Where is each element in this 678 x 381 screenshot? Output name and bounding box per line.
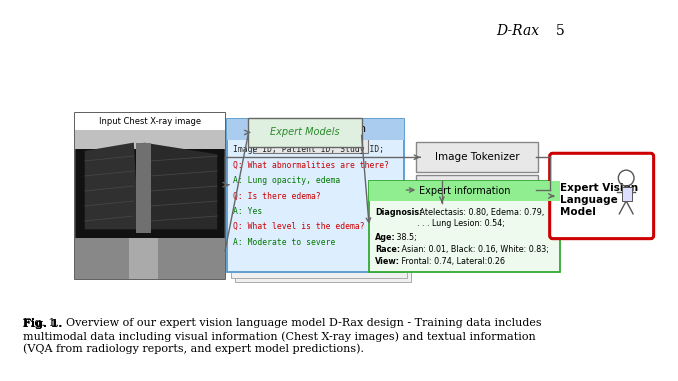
Text: Image Tokenizer: Image Tokenizer <box>435 152 519 162</box>
FancyBboxPatch shape <box>416 142 538 172</box>
Text: A: Moderate to severe: A: Moderate to severe <box>233 238 335 247</box>
Text: Age:: Age: <box>375 233 396 242</box>
Text: Input Chest X-ray image: Input Chest X-ray image <box>99 117 201 126</box>
FancyBboxPatch shape <box>622 187 632 201</box>
FancyBboxPatch shape <box>254 123 368 153</box>
Text: 38.5;: 38.5; <box>394 233 416 242</box>
FancyBboxPatch shape <box>250 120 365 150</box>
Text: Diagnosis:: Diagnosis: <box>375 208 422 217</box>
FancyBboxPatch shape <box>231 264 407 279</box>
Text: 5: 5 <box>555 24 564 38</box>
FancyBboxPatch shape <box>416 175 538 205</box>
Text: (VQA from radiology reports, and expert model predictions).: (VQA from radiology reports, and expert … <box>23 344 364 354</box>
FancyBboxPatch shape <box>227 118 403 140</box>
Polygon shape <box>85 142 139 229</box>
FancyBboxPatch shape <box>370 181 561 201</box>
Text: Model: Model <box>561 207 597 217</box>
Text: Image ID; Patient ID; Study ID;: Image ID; Patient ID; Study ID; <box>233 145 384 154</box>
Text: Clinical Information: Clinical Information <box>264 125 366 134</box>
Text: Q: Is there edema?: Q: Is there edema? <box>233 192 321 200</box>
Text: Expert Models: Expert Models <box>270 127 340 138</box>
Polygon shape <box>144 142 217 229</box>
FancyBboxPatch shape <box>370 181 561 272</box>
Text: Language: Language <box>561 195 618 205</box>
Text: Race:: Race: <box>375 245 400 254</box>
Text: LLM Tokenizer: LLM Tokenizer <box>441 185 513 195</box>
Text: Expert Vision: Expert Vision <box>561 183 639 193</box>
Text: Frontal: 0.74, Lateral:0.26: Frontal: 0.74, Lateral:0.26 <box>399 256 504 266</box>
FancyBboxPatch shape <box>235 269 412 282</box>
Text: A: Lung opacity, edema: A: Lung opacity, edema <box>233 176 340 185</box>
Text: Asian: 0.01, Black: 0.16, White: 0.83;: Asian: 0.01, Black: 0.16, White: 0.83; <box>399 245 549 254</box>
Text: Atelectasis: 0.80, Edema: 0.79,: Atelectasis: 0.80, Edema: 0.79, <box>417 208 544 217</box>
Text: Fig. 1.  Overview of our expert vision language model D-Rax design - Training da: Fig. 1. Overview of our expert vision la… <box>23 318 542 328</box>
FancyBboxPatch shape <box>75 112 225 130</box>
FancyBboxPatch shape <box>227 118 403 272</box>
FancyBboxPatch shape <box>550 153 654 239</box>
Text: multimodal data including visual information (Chest X-ray images) and textual in: multimodal data including visual informa… <box>23 331 536 341</box>
Text: Q: What abnormalities are there?: Q: What abnormalities are there? <box>233 161 389 170</box>
Text: Fig. 1.: Fig. 1. <box>23 318 62 329</box>
Text: Q: What level is the edema?: Q: What level is the edema? <box>233 222 365 231</box>
Text: View:: View: <box>375 256 400 266</box>
Text: Fig. 1.: Fig. 1. <box>23 318 62 329</box>
Text: A: Yes: A: Yes <box>233 207 262 216</box>
FancyBboxPatch shape <box>75 112 225 279</box>
Text: Expert information: Expert information <box>419 186 511 196</box>
Text: D-Rax: D-Rax <box>497 24 540 38</box>
Text: . . . Lung Lesion: 0.54;: . . . Lung Lesion: 0.54; <box>417 219 505 228</box>
FancyBboxPatch shape <box>247 117 362 147</box>
